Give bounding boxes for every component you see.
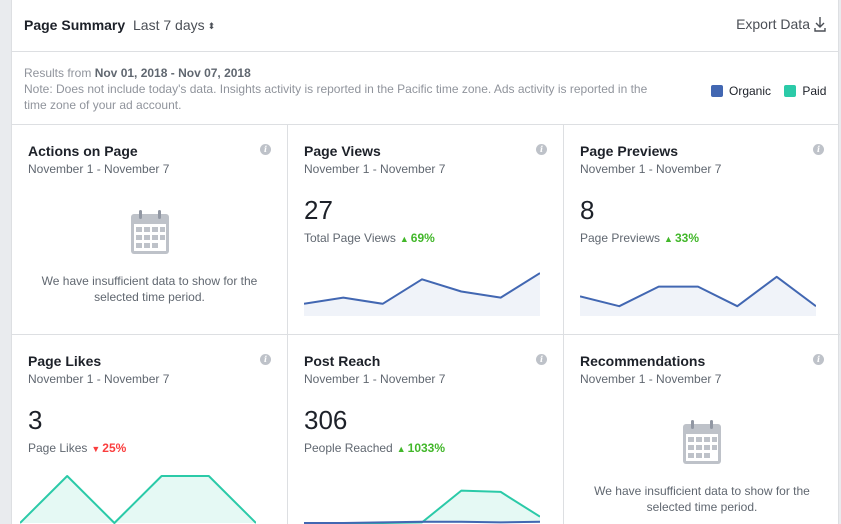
info-icon[interactable]: i — [813, 354, 824, 365]
summary-header: Page Summary Last 7 days ⬍ Export Data — [12, 0, 838, 52]
results-prefix: Results from — [24, 66, 95, 80]
series-line — [304, 272, 540, 305]
metric-label: Total Page Views — [304, 231, 396, 245]
metric-label: People Reached — [304, 441, 393, 455]
change-value: 69% — [410, 231, 435, 245]
card-title: Page Likes — [28, 353, 102, 369]
up-arrow-icon: ▲ — [399, 234, 409, 244]
info-icon[interactable]: i — [536, 144, 547, 155]
card-actions-on-page[interactable]: Actions on Page November 1 - November 7 … — [12, 125, 288, 335]
card-date-range: November 1 - November 7 — [580, 162, 722, 176]
info-icon[interactable]: i — [813, 144, 824, 155]
results-info: Results from Nov 01, 2018 - Nov 07, 2018… — [12, 52, 838, 125]
legend-swatch-paid — [784, 85, 797, 97]
change-value: 25% — [102, 441, 127, 455]
down-arrow-icon: ▼ — [91, 444, 101, 454]
results-info-text: Results from Nov 01, 2018 - Nov 07, 2018… — [24, 65, 664, 113]
info-icon[interactable]: i — [536, 354, 547, 365]
card-date-range: November 1 - November 7 — [304, 162, 446, 176]
series-line — [580, 275, 816, 308]
card-post-reach[interactable]: Post Reach November 1 - November 7 i 306… — [288, 335, 564, 524]
download-icon — [814, 17, 826, 32]
card-title: Page Views — [304, 143, 381, 159]
card-date-range: November 1 - November 7 — [28, 372, 170, 386]
metric-value: 27 — [304, 195, 333, 225]
change-indicator: ▲ 33% — [664, 231, 699, 245]
legend-item-paid: Paid — [784, 84, 826, 98]
legend-label-paid: Paid — [802, 84, 827, 98]
metric-row: Total Page Views ▲ 69% — [304, 231, 435, 245]
metric-label: Page Previews — [580, 231, 661, 245]
results-range: Nov 01, 2018 - Nov 07, 2018 — [94, 66, 251, 80]
legend: Organic Paid — [711, 84, 836, 98]
card-title: Post Reach — [304, 353, 381, 369]
change-value: 1033% — [407, 441, 446, 455]
legend-label-organic: Organic — [729, 84, 772, 98]
page-views-sparkline — [304, 272, 540, 316]
results-note: Note: Does not include today's data. Ins… — [24, 82, 648, 112]
metric-value: 8 — [580, 195, 595, 225]
card-date-range: November 1 - November 7 — [580, 372, 722, 386]
change-indicator: ▲ 69% — [400, 231, 435, 245]
series-line — [304, 520, 540, 524]
metric-value: 3 — [28, 405, 43, 435]
date-range-selector[interactable]: Last 7 days ⬍ — [133, 17, 215, 33]
date-range-label: Last 7 days — [133, 17, 205, 33]
metric-row: People Reached ▲ 1033% — [304, 441, 445, 455]
card-date-range: November 1 - November 7 — [304, 372, 446, 386]
metric-value: 306 — [304, 405, 348, 435]
series-area — [304, 490, 540, 523]
metric-label: Page Likes — [28, 441, 88, 455]
info-icon[interactable]: i — [260, 354, 271, 365]
card-page-previews[interactable]: Page Previews November 1 - November 7 i … — [564, 125, 840, 335]
calendar-icon — [683, 420, 721, 464]
info-icon[interactable]: i — [260, 144, 271, 155]
metric-row: Page Likes ▼ 25% — [28, 441, 126, 455]
series-area — [580, 276, 816, 316]
change-indicator: ▲ 1033% — [397, 441, 445, 455]
change-value: 33% — [674, 231, 699, 245]
calendar-icon — [131, 210, 169, 254]
card-date-range: November 1 - November 7 — [28, 162, 170, 176]
up-arrow-icon: ▲ — [396, 444, 406, 454]
insufficient-data-text: We have insufficient data to show for th… — [594, 484, 810, 514]
card-page-views[interactable]: Page Views November 1 - November 7 i 27 … — [288, 125, 564, 335]
series-area — [304, 273, 540, 316]
up-arrow-icon: ▲ — [664, 234, 673, 244]
series-line — [20, 475, 256, 524]
page-likes-sparkline — [20, 475, 256, 524]
card-title: Page Previews — [580, 143, 679, 159]
change-indicator: ▼ 25% — [91, 441, 126, 455]
sort-caret-icon: ⬍ — [207, 21, 216, 31]
export-data-button[interactable]: Export Data — [736, 16, 826, 32]
card-title: Actions on Page — [28, 143, 138, 159]
legend-swatch-organic — [711, 85, 723, 97]
insufficient-data-text: We have insufficient data to show for th… — [41, 274, 258, 304]
page-summary-panel: Page Summary Last 7 days ⬍ Export Data Re… — [11, 0, 840, 524]
post-reach-sparkline — [304, 489, 540, 524]
card-title: Recommendations — [580, 353, 706, 369]
card-page-likes[interactable]: Page Likes November 1 - November 7 i 3 P… — [12, 335, 288, 524]
page-title: Page Summary — [24, 17, 126, 33]
export-data-label: Export Data — [736, 16, 810, 32]
legend-item-organic: Organic — [711, 84, 771, 98]
metric-row: Page Previews ▲ 33% — [580, 231, 699, 245]
page-previews-sparkline — [580, 275, 816, 316]
card-recommendations[interactable]: Recommendations November 1 - November 7 … — [564, 335, 840, 524]
